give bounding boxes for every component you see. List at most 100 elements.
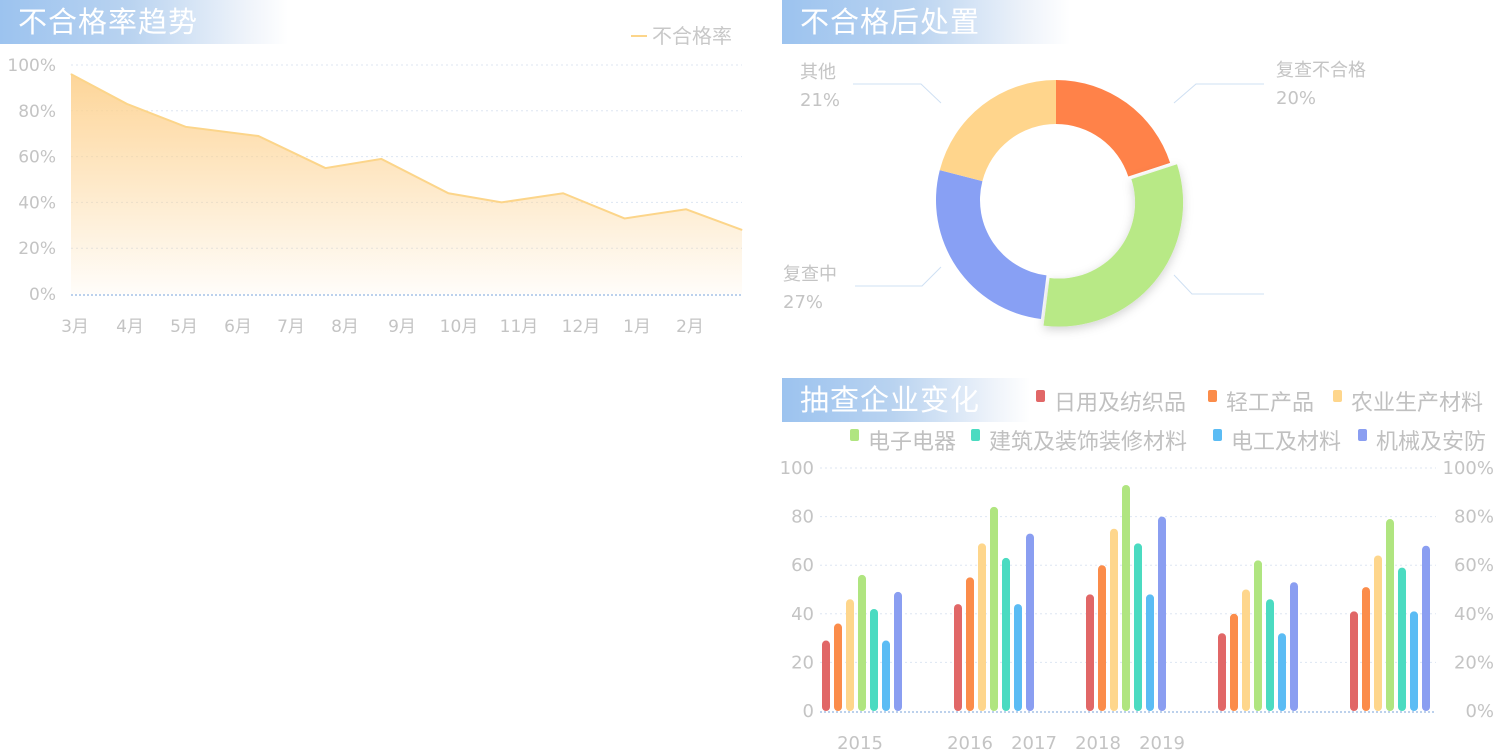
bar — [846, 599, 854, 711]
trend-legend-label: 不合格率 — [652, 24, 732, 48]
bar-legend-label: 机械及安防 — [1376, 430, 1486, 455]
bar-legend-label: 电子电器 — [868, 430, 956, 455]
trend-x-tick-label: 12月 — [562, 317, 601, 337]
bar-legend-label: 电工及材料 — [1231, 430, 1341, 455]
bar-y-tick-right: 40% — [1454, 604, 1494, 625]
bar — [1014, 604, 1022, 711]
trend-area-fill — [71, 74, 742, 294]
trend-y-tick-label: 80% — [18, 102, 56, 122]
trend-x-tick-label: 2月 — [676, 317, 704, 337]
bar-x-tick-label: 2016 — [947, 733, 993, 752]
bar-y-tick-right: 60% — [1454, 555, 1494, 576]
bar — [1410, 611, 1418, 711]
trend-data-point — [257, 135, 259, 137]
trend-area-chart: 0% 20% 40% 60% 80% 100% 3月 4月 5月 6月 7月 8月 9月 10月 11月 12… — [7, 24, 743, 337]
bar — [1230, 613, 1238, 711]
bar — [1158, 516, 1166, 711]
trend-data-point — [185, 126, 187, 128]
donut-slice — [1043, 164, 1184, 327]
bar-legend-swatch — [1208, 390, 1217, 402]
bar — [1278, 633, 1286, 711]
bar-y-tick-right: 0% — [1465, 701, 1494, 722]
donut-leader-line — [853, 83, 942, 104]
bar — [978, 543, 986, 711]
bar-legend-swatch — [850, 429, 859, 441]
trend-data-point — [624, 217, 626, 219]
donut-leader-line — [1173, 83, 1264, 104]
trend-x-tick-label: 11月 — [500, 317, 539, 337]
enterprise-panel-title: 抽查企业变化 — [782, 378, 1030, 422]
donut-slice-value: 20% — [1276, 88, 1316, 109]
bar — [1266, 599, 1274, 711]
bar — [1362, 587, 1370, 711]
bar-legend-swatch — [971, 429, 980, 441]
bar — [1374, 555, 1382, 711]
bar-legend-label: 农业生产材料 — [1351, 391, 1483, 416]
bar — [822, 640, 830, 711]
bar — [1086, 594, 1094, 711]
trend-x-tick-label: 4月 — [116, 317, 144, 337]
trend-x-tick-label: 1月 — [623, 317, 651, 337]
bar — [894, 591, 902, 711]
bar — [1290, 582, 1298, 711]
bar — [1026, 533, 1034, 711]
trend-x-tick-label: 5月 — [170, 317, 198, 337]
bar-x-tick-label: 2018 — [1075, 733, 1121, 752]
bar-legend-swatch — [1333, 390, 1342, 402]
bar-x-tick-label: 2017 — [1011, 733, 1057, 752]
bar-legend-swatch — [1358, 429, 1367, 441]
trend-data-point — [562, 192, 564, 194]
donut-leader-line — [1173, 274, 1264, 295]
bar-legend-swatch — [1036, 390, 1045, 402]
trend-x-tick-label: 8月 — [331, 317, 359, 337]
bar — [1254, 560, 1262, 711]
bar — [990, 506, 998, 711]
trend-x-tick-label: 10月 — [440, 317, 479, 337]
trend-y-tick-label: 40% — [18, 193, 56, 213]
bar-legend-label: 日用及纺织品 — [1054, 391, 1186, 416]
bar — [834, 623, 842, 711]
bar-y-tick-right: 20% — [1454, 652, 1494, 673]
bar — [966, 577, 974, 711]
trend-x-tick-label: 6月 — [224, 317, 252, 337]
bar — [1134, 543, 1142, 711]
trend-x-tick-label: 3月 — [61, 317, 89, 337]
bar — [1398, 567, 1406, 711]
bar-y-tick-right: 80% — [1454, 507, 1494, 528]
bar-y-tick-left: 100 — [780, 458, 814, 479]
bar — [1242, 589, 1250, 711]
trend-y-tick-label: 0% — [29, 285, 56, 305]
trend-data-point — [324, 167, 326, 169]
bar-legend-swatch — [1213, 429, 1222, 441]
bar — [870, 608, 878, 711]
donut-slice-label: 复查中 — [783, 264, 837, 285]
donut-leader-line — [855, 266, 942, 287]
bar — [1422, 545, 1430, 711]
bar — [954, 604, 962, 711]
disposal-panel-title: 不合格后处置 — [782, 0, 1070, 44]
donut-slice-value: 27% — [783, 292, 823, 313]
bar — [1002, 557, 1010, 711]
bar — [1146, 594, 1154, 711]
bar — [1110, 528, 1118, 711]
bar-y-tick-left: 40 — [791, 604, 814, 625]
bar — [882, 640, 890, 711]
bar — [858, 574, 866, 711]
donut-slice — [936, 170, 1047, 320]
bar-x-tick-label: 2015 — [837, 733, 883, 752]
bar-y-tick-left: 0 — [803, 701, 814, 722]
trend-data-point — [447, 192, 449, 194]
bar-y-tick-right: 100% — [1443, 458, 1494, 479]
donut-slice — [1056, 80, 1171, 177]
trend-data-point — [741, 229, 743, 231]
bar — [1122, 485, 1130, 711]
donut-slice — [939, 80, 1056, 182]
bar-y-tick-left: 20 — [791, 652, 814, 673]
trend-y-tick-label: 60% — [18, 148, 56, 168]
bar — [1350, 611, 1358, 711]
trend-series-line — [70, 73, 743, 231]
disposal-donut-chart: 复查不合格 20% 复查中 27% 其他 21% — [783, 60, 1366, 327]
bar-legend-label: 建筑及装饰装修材料 — [989, 430, 1187, 455]
bar-y-tick-left: 60 — [791, 555, 814, 576]
